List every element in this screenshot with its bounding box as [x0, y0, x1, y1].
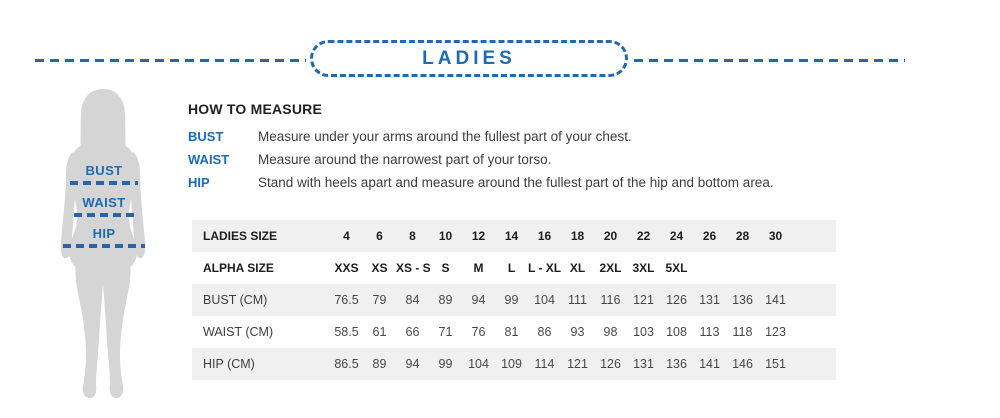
size-cell: XL [569, 261, 586, 275]
size-cell: L [507, 261, 516, 275]
figure-measure-line-waist [74, 213, 136, 217]
row-label: ALPHA SIZE [203, 261, 274, 275]
size-cell: 121 [633, 293, 654, 307]
measure-description: Stand with heels apart and measure aroun… [258, 175, 774, 190]
size-cell: 141 [699, 357, 720, 371]
size-cell: 104 [534, 293, 555, 307]
size-table: LADIES SIZE 4 6 8 10 12 14 16 18 20 22 24 26 28 30 ALPH… [192, 220, 836, 380]
size-cell: 4 [343, 229, 350, 243]
size-cell: 6 [376, 229, 383, 243]
size-cell: 126 [600, 357, 621, 371]
row-label: WAIST (CM) [203, 325, 274, 339]
measure-term-waist: WAIST [188, 152, 230, 167]
size-cell: 3XL [632, 261, 655, 275]
ladies-badge-label: LADIES [422, 47, 516, 69]
size-cell: 76 [471, 325, 486, 339]
measure-term-hip: HIP [188, 175, 210, 190]
size-cell: 123 [765, 325, 786, 339]
size-cell: 151 [765, 357, 786, 371]
size-cell: 104 [468, 357, 489, 371]
how-to-measure-section: HOW TO MEASURE BUST Measure under your ar… [188, 101, 938, 194]
ladies-badge: LADIES [310, 40, 628, 77]
figure-label-waist: WAIST [82, 195, 126, 210]
divider-dash-left [35, 59, 306, 62]
size-cell: 146 [732, 357, 753, 371]
table-row: BUST (CM) 76.5 79 84 89 94 99 104 111 116 121 126 13… [192, 284, 836, 316]
table-row: LADIES SIZE 4 6 8 10 12 14 16 18 20 22 24 26 28 30 [192, 220, 836, 252]
size-cell: 98 [603, 325, 618, 339]
size-cell: 24 [669, 229, 684, 243]
size-cell: 118 [732, 325, 753, 339]
size-cell: XXS [334, 261, 359, 275]
size-cell: 12 [471, 229, 486, 243]
size-cell: 108 [666, 325, 687, 339]
size-cell: 99 [438, 357, 453, 371]
size-cell: 86 [537, 325, 552, 339]
size-cell: M [473, 261, 484, 275]
row-label: BUST (CM) [203, 293, 268, 307]
row-label: HIP (CM) [203, 357, 255, 371]
size-cell: 84 [405, 293, 420, 307]
figure-measure-line-hip [63, 244, 145, 248]
size-cell: 126 [666, 293, 687, 307]
size-cell: 8 [409, 229, 416, 243]
size-cell: 99 [504, 293, 519, 307]
size-cell: 66 [405, 325, 420, 339]
size-cell: 114 [534, 357, 555, 371]
measure-term-bust: BUST [188, 129, 224, 144]
figure-label-bust: BUST [85, 163, 123, 178]
size-cell: 113 [699, 325, 720, 339]
size-cell: 16 [537, 229, 552, 243]
size-cell: 103 [633, 325, 654, 339]
figure-label-hip: HIP [92, 226, 116, 241]
size-cell: XS - S [396, 261, 431, 275]
size-cell: XS [371, 261, 388, 275]
size-cell: 94 [471, 293, 486, 307]
size-cell: 109 [501, 357, 522, 371]
size-cell: 121 [567, 357, 588, 371]
size-cell: 111 [567, 293, 587, 307]
size-cell: 93 [570, 325, 585, 339]
size-cell: 86.5 [334, 357, 359, 371]
size-cell: 18 [570, 229, 585, 243]
size-cell: 89 [438, 293, 453, 307]
divider-dash-right [634, 59, 905, 62]
size-cell: 30 [768, 229, 783, 243]
female-silhouette-graphic [60, 89, 146, 398]
size-cell: 28 [735, 229, 750, 243]
how-to-measure-list: BUST Measure under your arms around the f… [188, 125, 938, 194]
size-cell: 20 [603, 229, 618, 243]
size-cell: 79 [372, 293, 387, 307]
size-cell: 76.5 [334, 293, 359, 307]
size-cell: 14 [504, 229, 519, 243]
size-cell: 58.5 [334, 325, 359, 339]
measure-description: Measure under your arms around the fulle… [258, 129, 632, 144]
female-silhouette-figure: BUST WAIST HIP [34, 88, 174, 403]
size-cell: 26 [702, 229, 717, 243]
size-cell: 5XL [665, 261, 688, 275]
size-cell: S [441, 261, 450, 275]
size-cell: 89 [372, 357, 387, 371]
table-row: WAIST (CM) 58.5 61 66 71 76 81 86 93 98 103 108 113 1… [192, 316, 836, 348]
figure-measure-line-bust [70, 181, 138, 185]
size-cell: 94 [405, 357, 420, 371]
size-cell: 116 [600, 293, 621, 307]
measure-description: Measure around the narrowest part of you… [258, 152, 552, 167]
size-cell: 10 [438, 229, 453, 243]
size-cell: 141 [765, 293, 786, 307]
size-cell: 136 [732, 293, 753, 307]
size-cell: 136 [666, 357, 687, 371]
size-cell: 131 [633, 357, 654, 371]
size-cell: 71 [438, 325, 453, 339]
table-row: HIP (CM) 86.5 89 94 99 104 109 114 121 126 131 136 1… [192, 348, 836, 380]
size-cell: 131 [699, 293, 720, 307]
size-cell: 2XL [599, 261, 622, 275]
how-to-measure-title: HOW TO MEASURE [188, 101, 322, 117]
size-cell: 81 [504, 325, 519, 339]
size-cell: L - XL [528, 261, 562, 275]
size-cell: 61 [372, 325, 387, 339]
size-cell: 22 [636, 229, 651, 243]
row-label: LADIES SIZE [203, 229, 278, 243]
table-row: ALPHA SIZE XXS XS XS - S S M L L - XL XL 2XL 3XL 5X… [192, 252, 836, 284]
